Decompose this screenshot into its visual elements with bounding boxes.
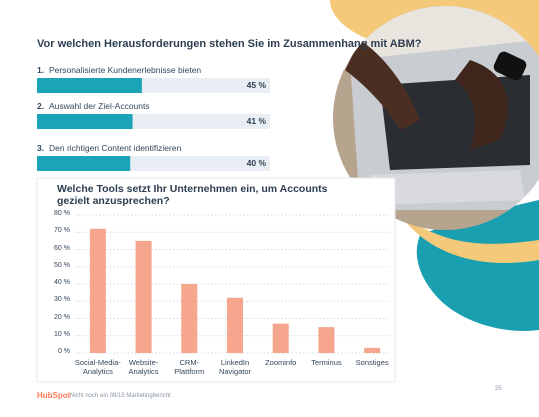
item-label: Personalisierte Kundenerlebnisse bieten [49,65,202,75]
x-tick-label: LinkedIn Navigator [218,358,252,376]
y-tick-label: 0 % [57,348,70,355]
item-rank: 2. [37,101,45,111]
item-label: Den richtigen Content identifizieren [49,143,182,153]
y-tick-label: 10 % [54,330,70,338]
bar [37,114,133,129]
y-tick-label: 60 % [54,244,70,252]
chart-title: Welche Tools setzt Ihr Unternehmen ein, … [57,183,328,207]
bar [364,347,381,353]
footer-text: Nicht noch ein 08/15 Marketingbericht [70,393,171,399]
x-tick-label: CRM- Plattform [174,358,205,376]
footer-logo: HubSpot [37,391,71,400]
item-rank: 1. [37,65,45,75]
decor-teal [416,200,539,331]
x-tick-label: Website- Analytics [128,358,159,376]
photo [333,6,539,230]
x-tick-label: Sonstiges [355,358,389,367]
bar [89,228,106,353]
bar [318,327,335,353]
x-tick-label: Zoominfo [265,358,297,367]
bar [37,78,142,93]
page-number: 25 [495,386,502,392]
y-tick-label: 20 % [54,313,70,321]
y-tick-label: 70 % [54,227,70,235]
y-tick-label: 50 % [54,261,70,269]
bar [135,240,152,353]
item-label: Auswahl der Ziel-Accounts [49,101,150,111]
y-tick-label: 80 % [54,210,70,217]
item-rank: 3. [37,143,45,153]
y-tick-label: 40 % [54,279,70,286]
question-title: Vor welchen Herausforderungen stehen Sie… [37,38,422,50]
value-label: 41 % [246,116,266,126]
x-tick-label: Social-Media- Analytics [74,358,121,376]
bar [181,284,198,353]
y-tick-label: 30 % [54,296,70,304]
bar [227,297,243,353]
value-label: 40 % [246,158,266,168]
decor-yellow-2 [400,215,539,263]
bar [272,323,289,353]
value-label: 45 % [246,80,266,90]
x-tick-label: Terminus [311,358,342,367]
bar [37,156,131,171]
